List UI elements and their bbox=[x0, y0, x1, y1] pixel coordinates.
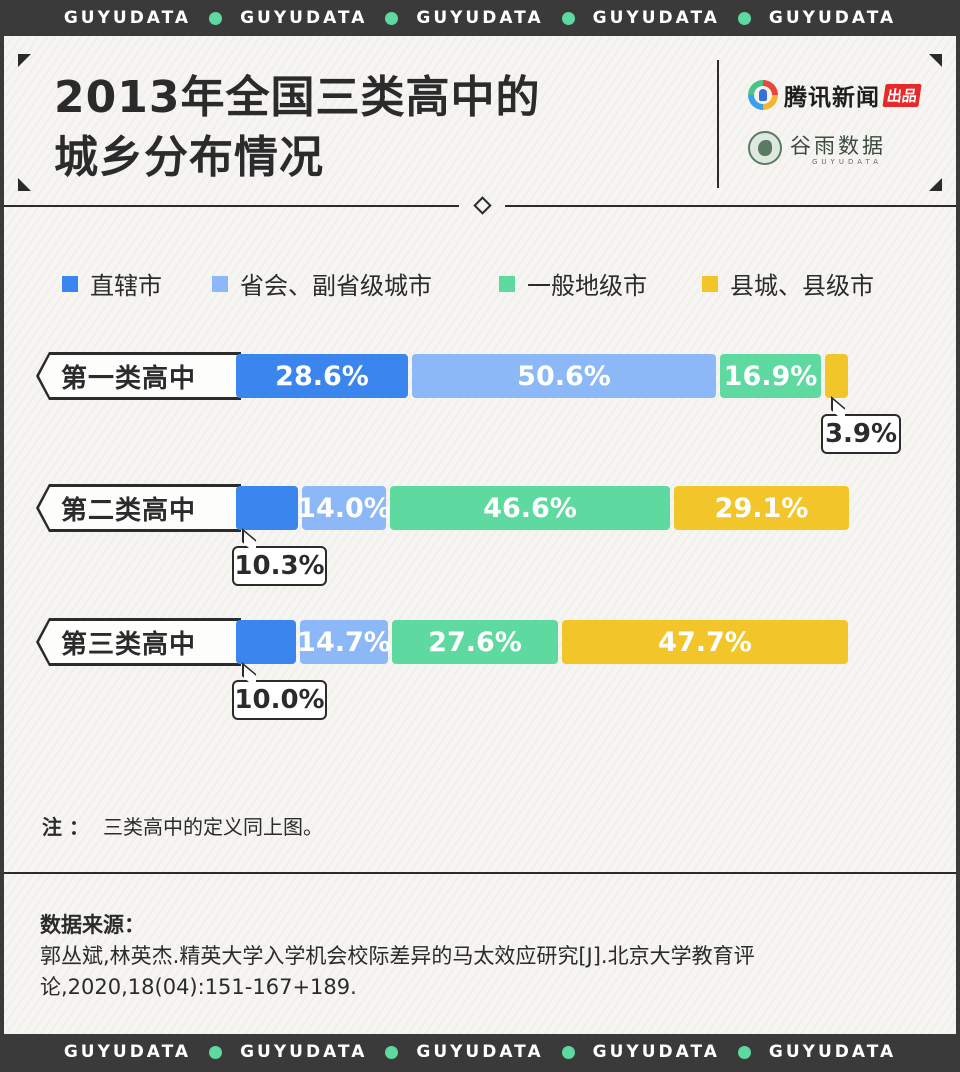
data-label-callout: 10.0% bbox=[232, 680, 327, 720]
legend-swatch bbox=[702, 275, 718, 292]
diamond-ornament bbox=[473, 196, 492, 215]
legend-item: 一般地级市 bbox=[499, 266, 647, 301]
brand-dot bbox=[737, 1045, 751, 1059]
data-label: 46.6% bbox=[483, 492, 577, 524]
note-label: 注 ： bbox=[42, 815, 89, 839]
tencent-news-logo: 腾讯新闻 出品 bbox=[748, 78, 922, 112]
brand-word: GUYUDATA bbox=[63, 1042, 192, 1062]
note-text: 三类高中的定义同上图。 bbox=[102, 815, 323, 839]
bar-segment: 29.1% bbox=[674, 486, 849, 530]
category-label: 第一类高中 bbox=[39, 355, 239, 397]
brand-word: GUYUDATA bbox=[240, 8, 368, 28]
legend-item: 县城、县级市 bbox=[702, 266, 874, 301]
brand-dot bbox=[561, 11, 575, 25]
data-label: 29.1% bbox=[714, 492, 809, 524]
guyu-data-name: 谷雨数据 bbox=[790, 134, 886, 158]
title-line: 城乡分布情况 bbox=[54, 132, 324, 183]
source-divider bbox=[4, 872, 956, 874]
legend-item: 直辖市 bbox=[62, 266, 162, 301]
brand-dot bbox=[561, 1045, 575, 1059]
data-label: 50.6% bbox=[517, 360, 611, 392]
top-brand-strip: GUYUDATA GUYUDATA GUYUDATA GUYUDATA GUYU… bbox=[0, 0, 960, 36]
legend-swatch bbox=[212, 275, 228, 292]
tencent-news-badge: 出品 bbox=[882, 83, 922, 107]
brand-word: GUYUDATA bbox=[592, 8, 720, 28]
bar-segment bbox=[825, 354, 848, 398]
brand-word: GUYUDATA bbox=[240, 1042, 368, 1062]
source-title: 数据来源： bbox=[40, 913, 145, 937]
legend-label: 直辖市 bbox=[90, 272, 162, 300]
corner-mark bbox=[18, 178, 31, 191]
data-label-callout: 3.9% bbox=[821, 414, 901, 454]
data-label-callout: 10.3% bbox=[232, 546, 327, 586]
brand-dot bbox=[385, 11, 399, 25]
legend-label: 县城、县级市 bbox=[730, 272, 874, 300]
data-label: 14.7% bbox=[297, 626, 391, 658]
header-separator bbox=[717, 60, 719, 188]
bar-segment: 14.0% bbox=[297, 486, 391, 530]
brand-word: GUYUDATA bbox=[768, 8, 897, 28]
brand-word: GUYUDATA bbox=[63, 8, 192, 28]
brand-word: GUYUDATA bbox=[592, 1042, 720, 1062]
bar-segment: 50.6% bbox=[412, 354, 716, 398]
bottom-brand-strip: GUYUDATA GUYUDATA GUYUDATA GUYUDATA GUYU… bbox=[0, 1034, 960, 1070]
category-label: 第三类高中 bbox=[39, 621, 239, 663]
header-divider-right bbox=[505, 205, 956, 207]
header: 2013年全国三类高中的 城乡分布情况 腾讯新闻 出品 谷雨数据 GUYUDAT… bbox=[4, 36, 956, 215]
guyu-bird-icon bbox=[748, 131, 782, 165]
brand-dot bbox=[209, 1045, 223, 1059]
corner-mark bbox=[929, 178, 942, 191]
brand-word: GUYUDATA bbox=[416, 8, 544, 28]
tencent-news-icon bbox=[748, 80, 778, 110]
guyu-data-logo: 谷雨数据 GUYUDATA bbox=[748, 130, 886, 166]
brand-word: GUYUDATA bbox=[768, 1042, 897, 1062]
guyu-data-sub: GUYUDATA bbox=[812, 158, 882, 166]
legend-item: 省会、副省级城市 bbox=[212, 266, 432, 301]
legend-label: 省会、副省级城市 bbox=[240, 272, 432, 300]
legend-label: 一般地级市 bbox=[527, 272, 647, 300]
bar-segment: 27.6% bbox=[392, 620, 558, 664]
data-label: 16.9% bbox=[723, 360, 818, 392]
brand-word: GUYUDATA bbox=[416, 1042, 544, 1062]
data-label: 27.6% bbox=[428, 626, 522, 658]
legend-swatch bbox=[62, 275, 78, 292]
bar-segment: 28.6% bbox=[236, 354, 408, 398]
bar-segment: 47.7% bbox=[562, 620, 848, 664]
bar-segment: 16.9% bbox=[720, 354, 821, 398]
tencent-news-name: 腾讯新闻 bbox=[784, 85, 880, 111]
corner-mark bbox=[929, 54, 942, 67]
bar-segment bbox=[236, 486, 298, 530]
brand-dot bbox=[737, 11, 751, 25]
data-label: 47.7% bbox=[658, 626, 752, 658]
legend-swatch bbox=[499, 275, 515, 292]
bar-segment bbox=[236, 620, 296, 664]
bar-segment: 14.7% bbox=[297, 620, 391, 664]
brand-dot bbox=[385, 1045, 399, 1059]
data-label: 14.0% bbox=[297, 492, 391, 524]
bar-segment: 46.6% bbox=[390, 486, 670, 530]
corner-mark bbox=[18, 54, 31, 67]
source-text: 郭丛斌,林英杰.精英大学入学机会校际差异的马太效应研究[J].北京大学教育评论,… bbox=[40, 944, 755, 999]
infographic-card: 2013年全国三类高中的 城乡分布情况 腾讯新闻 出品 谷雨数据 GUYUDAT… bbox=[4, 36, 956, 1034]
title-line: 2013年全国三类高中的 bbox=[54, 72, 541, 123]
category-label: 第二类高中 bbox=[39, 487, 239, 529]
header-divider-left bbox=[4, 205, 459, 207]
chart-note: 注 ： 三类高中的定义同上图。 bbox=[42, 811, 323, 840]
page-title: 2013年全国三类高中的 城乡分布情况 bbox=[54, 68, 674, 188]
brand-dot bbox=[209, 11, 223, 25]
data-label: 28.6% bbox=[275, 360, 369, 392]
